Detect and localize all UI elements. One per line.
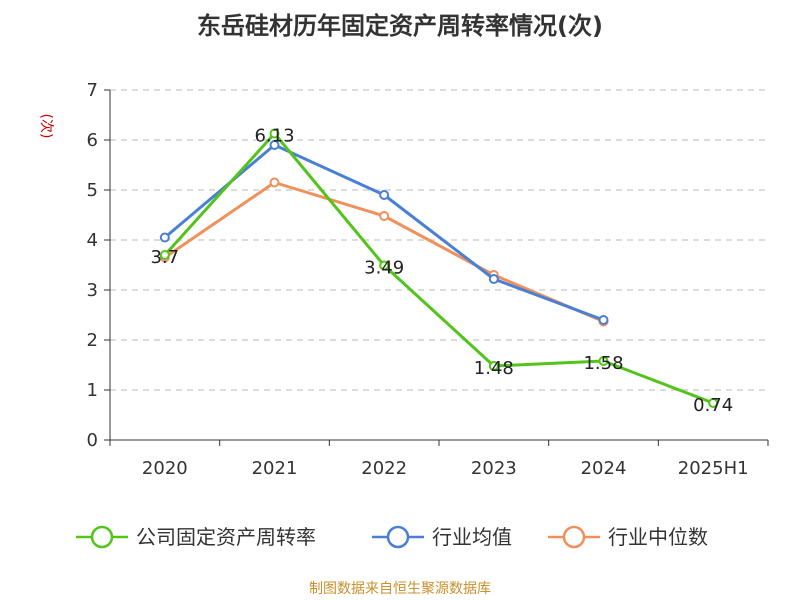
x-tick-label: 2023	[471, 458, 517, 479]
chart-title: 东岳硅材历年固定资产周转率情况(次)	[197, 12, 603, 40]
series-lines	[159, 128, 719, 408]
y-tick-label: 7	[87, 80, 98, 101]
data-point	[598, 315, 609, 325]
data-labels: 3.7 6.13 3.49 1.48 1.58 0.74	[151, 126, 734, 417]
data-point	[488, 361, 499, 371]
y-tick-label: 4	[87, 230, 98, 251]
data-point	[269, 128, 280, 139]
legend-marker	[562, 525, 586, 549]
legend: 公司固定资产周转率 行业均值 行业中位数	[76, 525, 708, 549]
data-label: 3.49	[364, 258, 404, 279]
legend-label: 公司固定资产周转率	[136, 525, 316, 549]
axes: 0 1 2 3 4 5 6 7 2020 2021 2022 2023 2024 2025H1	[87, 80, 769, 479]
x-tick-label: 2022	[361, 458, 407, 479]
x-tick-label: 2025H1	[678, 458, 749, 479]
data-point	[379, 190, 390, 200]
x-tick-label: 2024	[581, 458, 627, 479]
data-point	[708, 398, 719, 408]
data-point	[379, 211, 390, 221]
y-axis-label: (次)	[38, 114, 54, 139]
y-tick-label: 3	[87, 280, 98, 301]
legend-label: 行业中位数	[608, 525, 708, 549]
legend-marker	[90, 525, 114, 549]
y-tick-label: 0	[87, 430, 98, 451]
data-label: 1.48	[474, 358, 514, 379]
series-line	[163, 181, 605, 323]
data-point	[379, 260, 390, 271]
legend-marker	[386, 525, 410, 549]
x-tick-label: 2021	[252, 458, 298, 479]
data-label: 6.13	[254, 126, 294, 147]
data-label: 1.58	[583, 353, 623, 374]
data-point	[269, 140, 280, 150]
grid-lines	[110, 89, 768, 391]
y-tick-label: 1	[87, 380, 98, 401]
y-tick-label: 6	[87, 130, 98, 151]
series-line	[163, 132, 714, 405]
y-tick-label: 2	[87, 330, 98, 351]
data-point	[159, 232, 170, 243]
legend-label: 行业均值	[432, 525, 512, 549]
y-tick-label: 5	[87, 180, 98, 201]
data-label: 0.74	[693, 395, 733, 416]
data-point	[159, 250, 170, 260]
data-point	[488, 274, 499, 284]
x-tick-label: 2020	[142, 458, 188, 479]
data-point	[269, 177, 280, 188]
data-point	[598, 356, 609, 366]
data-source-note: 制图数据来自恒生聚源数据库	[309, 581, 491, 597]
data-label: 3.7	[151, 247, 180, 268]
